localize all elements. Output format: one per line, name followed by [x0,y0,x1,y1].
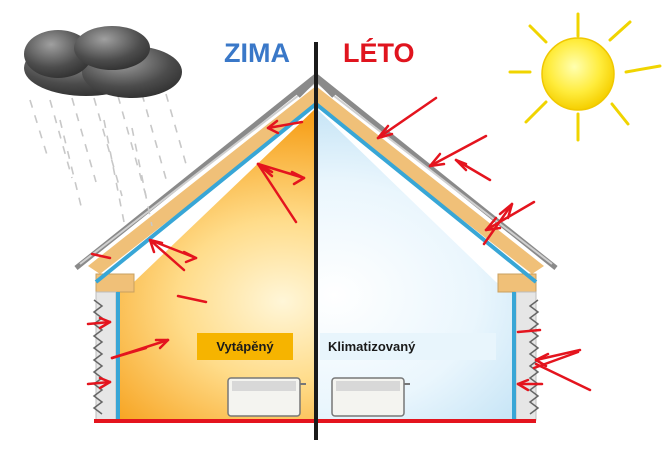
heated-room-label: Vytápěný [216,339,274,354]
sun-icon [508,12,662,142]
radiator-icon [227,377,306,417]
radiator-icon [331,377,410,417]
rain-cloud-icon [24,26,187,227]
cooled-room-label: Klimatizovaný [328,339,416,354]
cooled-tag-bg [320,333,496,360]
heat-flow-arrows [86,96,592,392]
right-wall [512,291,540,421]
winter-label: ZIMA [224,38,290,68]
summer-label: LÉTO [343,38,415,68]
heated-tag-bg [197,333,293,360]
